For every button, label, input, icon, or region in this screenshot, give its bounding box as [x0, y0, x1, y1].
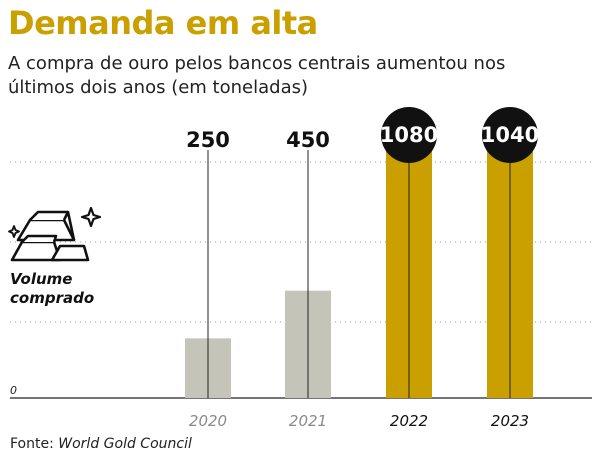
- value-circle-2022: [381, 107, 437, 163]
- legend-label-line1: Volume: [10, 270, 73, 288]
- value-label-2020: 250: [186, 128, 230, 152]
- legend-label: Volume comprado: [10, 270, 120, 308]
- source-name: World Gold Council: [58, 436, 192, 452]
- legend-label-line2: comprado: [10, 289, 95, 307]
- gold-bars-icon: [8, 206, 102, 262]
- x-tick-label-2020: 2020: [189, 412, 227, 430]
- value-label-2022: 1080: [380, 123, 438, 147]
- value-circle-2023: [482, 107, 538, 163]
- x-tick-label-2023: 2023: [491, 412, 529, 430]
- x-tick-label-2021: 2021: [289, 412, 327, 430]
- page-subtitle: A compra de ouro pelos bancos centrais a…: [8, 53, 506, 98]
- source-note: Fonte: World Gold Council: [10, 436, 192, 452]
- x-tick-label-2022: 2022: [390, 412, 428, 430]
- source-prefix: Fonte:: [10, 436, 59, 452]
- y-zero-label: 0: [10, 384, 17, 397]
- value-label-2021: 450: [286, 128, 330, 152]
- value-label-2023: 1040: [481, 123, 539, 147]
- page-title: Demanda em alta: [8, 4, 318, 42]
